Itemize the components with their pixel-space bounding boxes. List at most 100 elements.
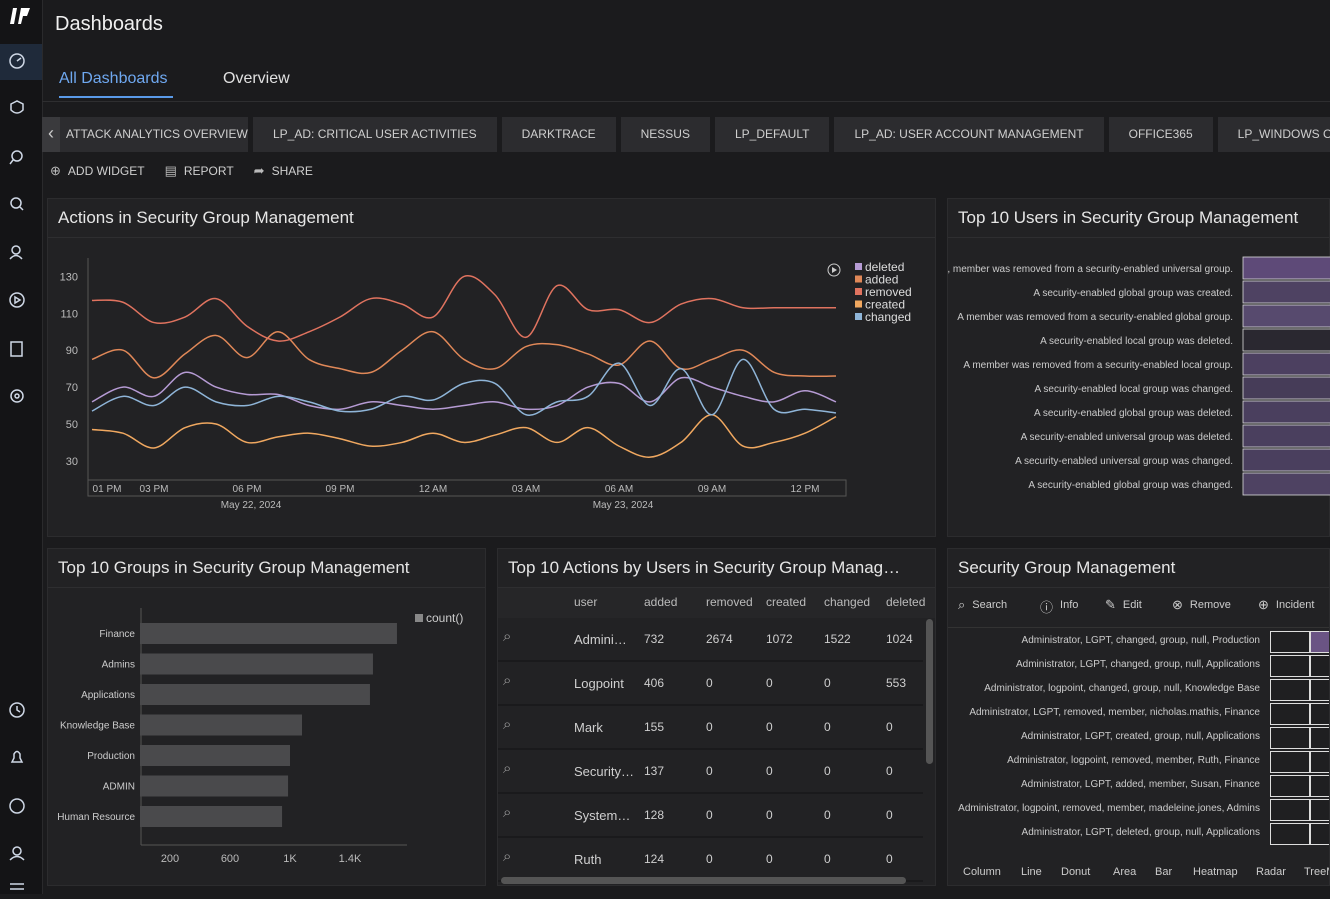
table-cell: 0 [886, 808, 893, 822]
table-cell: 124 [644, 852, 665, 866]
dashboard-tab[interactable]: LP_AD: CRITICAL USER ACTIVITIES [253, 117, 497, 152]
action-button[interactable]: ⌕ Search [958, 597, 1008, 613]
y-tick-label: Administrator, LGPT, added, member, Susa… [1020, 779, 1260, 790]
scrollbar [926, 619, 933, 764]
action-button[interactable]: ✎ Edit [1105, 597, 1142, 613]
table-cell: 128 [644, 808, 665, 822]
table-cell: 0 [824, 852, 831, 866]
y-tick-label: Administrator, LGPT, changed, group, nul… [1015, 659, 1260, 670]
heatmap-cell [1310, 703, 1329, 725]
scrollbar-h [501, 877, 906, 884]
action-button[interactable]: ⓘ Info [1040, 599, 1078, 616]
table-row [498, 706, 923, 750]
sidebar-icons [0, 8, 42, 890]
y-tick-label: Administrator, logpoint, removed, member… [958, 803, 1260, 814]
heatmap-cell [1310, 655, 1329, 677]
table-cell: 0 [706, 720, 713, 734]
widget: Actions in Security Group Management [47, 198, 936, 537]
dashboard-tab[interactable]: OFFICE365 [1108, 117, 1213, 152]
toolbar-icon: ⊕ [50, 163, 61, 178]
toolbar-button[interactable]: ⊕ ADD WIDGET [50, 163, 145, 179]
table-cell: 0 [766, 852, 773, 866]
action-label: Edit [1122, 599, 1142, 611]
action-button[interactable]: ⊗ Remove [1172, 597, 1231, 613]
chart-type-tab[interactable]: Line [1021, 866, 1042, 878]
row-search-icon[interactable]: ⌕ [503, 848, 512, 865]
row-search-icon[interactable]: ⌕ [503, 760, 512, 777]
dashboard-tab[interactable]: LP_AD: USER ACCOUNT MANAGEMENT [834, 117, 1104, 152]
action-label: Remove [1189, 599, 1231, 611]
active-nav [0, 44, 42, 80]
dashboard-tab[interactable]: DARKTRACE [501, 117, 616, 152]
divider [948, 627, 1329, 628]
table-cell: Security… [574, 764, 634, 779]
table-cell: 0 [824, 764, 831, 778]
table-cell: 0 [706, 764, 713, 778]
toolbar-icon: ▤ [164, 163, 177, 178]
table-cell: System… [574, 808, 631, 823]
table-cell: 0 [706, 852, 713, 866]
page-title: Dashboards [55, 13, 163, 35]
widget-title: Top 10 Groups in Security Group Manageme… [48, 549, 485, 588]
column-header: created [766, 595, 807, 609]
dashboard-tab[interactable]: LP_DEFAULT [714, 117, 830, 152]
row-search-icon[interactable]: ⌕ [503, 672, 512, 689]
chart-type-tab[interactable]: TreeMap [1304, 866, 1329, 878]
table-cell: Logpoint [574, 676, 624, 691]
widget-title: Top 10 Actions by Users in Security Grou… [498, 549, 935, 588]
table-row [498, 618, 923, 662]
heatmap-cell [1310, 799, 1329, 821]
column-header: changed [824, 595, 871, 609]
logo [10, 8, 30, 24]
chart-type-tab[interactable]: Donut [1061, 866, 1091, 878]
toolbar-button[interactable]: ▤ REPORT [165, 163, 234, 179]
dashboard-tab[interactable]: LP_WINDOWS OVERVIEW [1217, 117, 1330, 152]
heatmap-cell [1310, 823, 1329, 845]
widget: Top 10 Groups in Security Group Manageme… [47, 548, 486, 886]
row-search-icon[interactable]: ⌕ [503, 804, 512, 821]
table-cell: 0 [824, 720, 831, 734]
dashboard-tab[interactable]: ATTACK ANALYTICS OVERVIEW [42, 117, 248, 152]
table-cell: 2674 [706, 632, 733, 646]
action-label: Incident [1275, 599, 1315, 611]
table-cell: 1072 [766, 632, 793, 646]
table-cell: 0 [824, 676, 831, 690]
chart-type-tab[interactable]: Bar [1155, 866, 1173, 878]
y-tick-label: Administrator, logpoint, removed, member… [1007, 755, 1260, 766]
widget: Top 10 Actions by Users in Security Grou… [497, 548, 936, 886]
table-cell: Mark [574, 720, 603, 735]
chart-type-tab[interactable]: Radar [1256, 866, 1286, 878]
heatmap-cell [1270, 679, 1310, 701]
table-cell: 553 [886, 676, 907, 690]
heatmap-cell [1270, 799, 1310, 821]
y-tick-label: Administrator, LGPT, deleted, group, nul… [1021, 827, 1260, 838]
nav-tab[interactable]: Overview [223, 70, 290, 87]
toolbar-button[interactable]: ➦ SHARE [254, 163, 313, 179]
tabs-scroll-left[interactable]: ‹ [42, 117, 60, 152]
table-cell: 406 [644, 676, 665, 690]
row-search-icon[interactable]: ⌕ [503, 628, 512, 645]
heatmap-cell [1310, 775, 1329, 797]
chart-type-tab[interactable]: Heatmap [1193, 866, 1238, 878]
nav-icons[interactable] [9, 53, 25, 890]
action-button[interactable]: ⊕ Incident [1258, 597, 1315, 613]
toolbar-icon: ➦ [253, 163, 265, 178]
action-label: Search [972, 599, 1008, 611]
toolbar: ⊕ ADD WIDGET ▤ REPORT ➦ SHARE [50, 163, 313, 179]
y-tick-label: Administrator, LGPT, removed, member, ni… [969, 707, 1260, 718]
heatmap-cell [1270, 775, 1310, 797]
row-search-icon[interactable]: ⌕ [503, 716, 512, 733]
table-cell: Ruth [574, 852, 602, 867]
action-icon: ✎ [1105, 597, 1116, 612]
chart-type-tab[interactable]: Column [963, 866, 1001, 878]
nav-tab[interactable]: All Dashboards [59, 70, 168, 87]
y-tick-label: Administrator, LGPT, changed, group, nul… [1021, 635, 1260, 646]
table-cell: 155 [644, 720, 665, 734]
action-icon: ⊗ [1172, 597, 1183, 612]
table-cell: Admini… [574, 632, 627, 647]
chart-type-tab[interactable]: Area [1113, 866, 1137, 878]
toolbar-label: SHARE [271, 164, 313, 178]
action-label: Info [1060, 599, 1079, 611]
dashboard-tab[interactable]: NESSUS [620, 117, 710, 152]
action-icon: ⌕ [958, 597, 966, 612]
